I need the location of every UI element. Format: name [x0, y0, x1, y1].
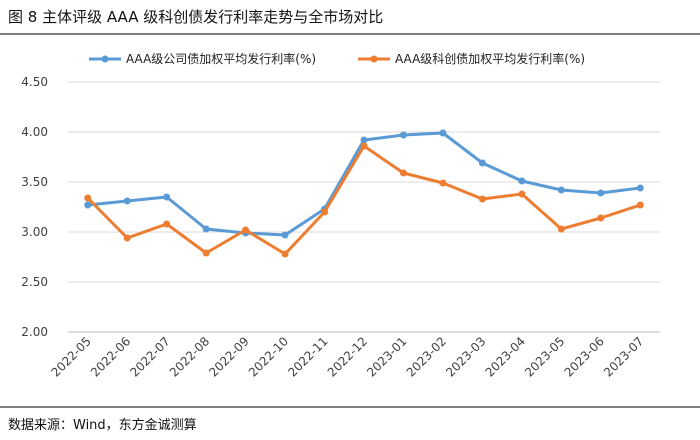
x-tick-label: 2022-05	[49, 334, 94, 379]
x-tick-label: 2023-01	[364, 334, 409, 379]
series-1-point	[478, 159, 486, 167]
x-tick-label: 2022-11	[285, 334, 330, 379]
legend-label-series-2: AAA级科创债加权平均发行利率(%)	[395, 52, 586, 66]
title-divider	[0, 33, 700, 35]
x-tick-label: 2023-06	[562, 334, 607, 379]
series-2-point	[399, 169, 407, 177]
series-2-point	[636, 201, 644, 209]
x-tick-label: 2022-09	[206, 334, 251, 379]
x-tick-label: 2022-06	[88, 334, 133, 379]
y-tick-label: 4.50	[21, 75, 48, 89]
y-tick-label: 3.00	[21, 225, 48, 239]
source-note: 数据来源：Wind，东方金诚测算	[8, 418, 197, 433]
x-tick-label: 2023-04	[483, 334, 528, 379]
series-2-point	[281, 250, 289, 258]
legend-swatch-series-1	[89, 55, 121, 62]
series-1-point	[202, 225, 210, 233]
series-2-point	[518, 190, 526, 198]
series-1-point	[360, 136, 368, 144]
series-1-point	[163, 193, 171, 201]
series-2-point	[597, 214, 605, 222]
series-1-point	[281, 231, 289, 239]
x-tick-label: 2023-03	[443, 334, 488, 379]
series-1-point	[123, 197, 131, 205]
series-2-point	[84, 194, 92, 202]
series-1-point	[636, 184, 644, 192]
chart-legend: AAA级公司债加权平均发行利率(%) AAA级科创债加权平均发行利率(%)	[0, 50, 700, 68]
legend-swatch-series-2	[358, 55, 390, 62]
series-2-point	[163, 220, 171, 228]
y-tick-label: 3.50	[21, 175, 48, 189]
series-1-point	[84, 201, 92, 209]
figure-title: 图 8 主体评级 AAA 级科创债发行利率走势与全市场对比	[8, 8, 384, 26]
series-1-point	[557, 186, 565, 194]
x-tick-label: 2023-02	[404, 334, 449, 379]
bottom-divider	[0, 406, 700, 408]
series-2-point	[478, 195, 486, 203]
legend-item-series-2: AAA级科创债加权平均发行利率(%)	[357, 50, 585, 67]
x-tick-label: 2022-12	[325, 334, 370, 379]
y-tick-label: 4.00	[21, 125, 48, 139]
x-tick-label: 2023-07	[601, 334, 646, 379]
series-2-point	[321, 208, 329, 216]
series-2-point	[242, 226, 250, 234]
series-2-point	[123, 234, 131, 242]
series-1-point	[399, 131, 407, 139]
series-2-point	[360, 142, 368, 150]
legend-label-series-1: AAA级公司债加权平均发行利率(%)	[126, 52, 317, 66]
series-2-point	[202, 249, 210, 257]
series-2-point	[439, 179, 447, 187]
series-2-point	[557, 225, 565, 233]
series-1-point	[439, 129, 447, 137]
y-tick-label: 2.00	[21, 325, 48, 339]
x-tick-label: 2022-07	[127, 334, 172, 379]
series-1-point	[597, 189, 605, 197]
x-tick-label: 2023-05	[522, 334, 567, 379]
y-tick-label: 2.50	[21, 275, 48, 289]
x-tick-label: 2022-10	[246, 334, 291, 379]
x-tick-label: 2022-08	[167, 334, 212, 379]
series-1-point	[518, 177, 526, 185]
legend-item-series-1: AAA级公司债加权平均发行利率(%)	[88, 50, 316, 67]
